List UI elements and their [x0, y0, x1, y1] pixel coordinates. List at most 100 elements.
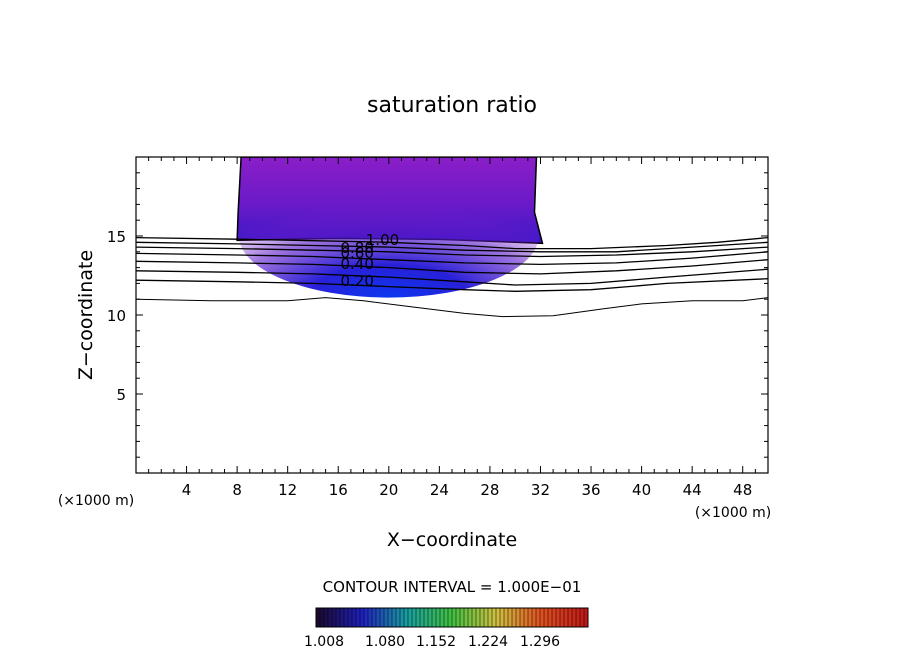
x-tick-label: 12: [278, 481, 297, 499]
contour-label-1: 0.80: [340, 239, 373, 257]
colorbar-tick-label: 1.152: [416, 634, 456, 650]
colorbar-cell: [444, 608, 449, 627]
colorbar-cell: [368, 608, 373, 627]
contour-line-0: [136, 236, 768, 250]
y-tick-label: 10: [107, 307, 126, 325]
colorbar-cell: [532, 608, 537, 627]
colorbar-cell: [364, 608, 369, 627]
colorbar-cell: [360, 608, 365, 627]
colorbar-cell: [524, 608, 529, 627]
contour-label-3: 0.40: [340, 255, 373, 273]
colorbar-cell: [508, 608, 513, 627]
colorbar-cell: [396, 608, 401, 627]
contour-labels: 1.000.800.600.400.20: [340, 231, 399, 290]
contour-line-1: [136, 241, 768, 253]
colorbar-cell: [560, 608, 565, 627]
chart-title: saturation ratio: [367, 93, 537, 118]
x-tick-label: 4: [182, 481, 192, 499]
colorbar-cell: [536, 608, 541, 627]
colorbar-cell: [348, 608, 353, 627]
contour-line-3: [136, 251, 768, 266]
colorbar-cell: [516, 608, 521, 627]
colorbar-cell: [564, 608, 569, 627]
colorbar-cell: [528, 608, 533, 627]
colorbar-cell: [428, 608, 433, 627]
colorbar-cell: [344, 608, 349, 627]
x-tick-label: 16: [329, 481, 348, 499]
colorbar-cell: [416, 608, 421, 627]
colorbar-cell: [452, 608, 457, 627]
colorbar-cell: [408, 608, 413, 627]
contour-line-2: [136, 246, 768, 258]
x-tick-label: 8: [232, 481, 242, 499]
colorbar-cell: [492, 608, 497, 627]
colorbar-cell: [464, 608, 469, 627]
contour-line-6: [136, 278, 768, 292]
colorbar-cell: [500, 608, 505, 627]
colorbar-cell: [572, 608, 577, 627]
colorbar-cell: [548, 608, 553, 627]
colorbar-cell: [388, 608, 393, 627]
colorbar-cell: [352, 608, 357, 627]
x-tick-label: 36: [581, 481, 600, 499]
colorbar-cell: [440, 608, 445, 627]
colorbar-cell: [544, 608, 549, 627]
contour-lines: [136, 236, 768, 318]
y-tick-label: 15: [107, 228, 126, 246]
colorbar-frame: [315, 607, 589, 628]
colorbar-cell: [340, 608, 345, 627]
y-tick-label: 5: [116, 386, 126, 404]
x-tick-label: 20: [379, 481, 398, 499]
colorbar-cell: [336, 608, 341, 627]
colorbar-cell: [384, 608, 389, 627]
colorbar-cell: [456, 608, 461, 627]
x-tick-label: 44: [683, 481, 702, 499]
colorbar-cell: [448, 608, 453, 627]
colorbar-cell: [468, 608, 473, 627]
colorbar-cell: [472, 608, 477, 627]
colorbar-cell: [424, 608, 429, 627]
x-tick-label: 40: [632, 481, 651, 499]
x-tick-label: 24: [430, 481, 449, 499]
contour-label-0: 1.00: [366, 231, 399, 249]
colorbar-cell: [356, 608, 361, 627]
colorbar-cell: [328, 608, 333, 627]
contour-line-5: [136, 268, 768, 286]
y-axis-unit: (×1000 m): [58, 493, 134, 509]
colorbar-cell: [512, 608, 517, 627]
x-tick-label: 32: [531, 481, 550, 499]
colorbar-cell: [380, 608, 385, 627]
colorbar-cell: [556, 608, 561, 627]
colorbar-tick-label: 1.080: [365, 634, 405, 650]
colorbar-cell: [580, 608, 585, 627]
colorbar-cell: [584, 608, 589, 627]
colorbar-cell: [372, 608, 377, 627]
y-axis-label: Z−coordinate: [75, 250, 97, 380]
colorbar-cell: [412, 608, 417, 627]
x-axis-unit: (×1000 m): [695, 505, 771, 521]
filled-region: [236, 157, 544, 298]
colorbar-cell: [520, 608, 525, 627]
colorbar-cell: [392, 608, 397, 627]
colorbar-cell: [376, 608, 381, 627]
colorbar-cell: [484, 608, 489, 627]
contour-label-2: 0.60: [340, 244, 373, 262]
colorbar-cell: [568, 608, 573, 627]
colorbar-cell: [320, 608, 325, 627]
colorbar-cell: [476, 608, 481, 627]
contour-interval-label: CONTOUR INTERVAL = 1.000E−01: [323, 578, 582, 596]
colorbar-cell: [552, 608, 557, 627]
colorbar-tick-label: 1.008: [304, 634, 344, 650]
contour-label-4: 0.20: [340, 272, 373, 290]
colorbar-tick-label: 1.224: [468, 634, 508, 650]
colorbar-cell: [432, 608, 437, 627]
colorbar: [315, 607, 589, 628]
colorbar-cell: [540, 608, 545, 627]
colorbar-cell: [324, 608, 329, 627]
colorbar-cell: [400, 608, 405, 627]
x-axis-label: X−coordinate: [387, 529, 517, 551]
contour-line-7: [136, 297, 768, 318]
colorbar-cell: [404, 608, 409, 627]
